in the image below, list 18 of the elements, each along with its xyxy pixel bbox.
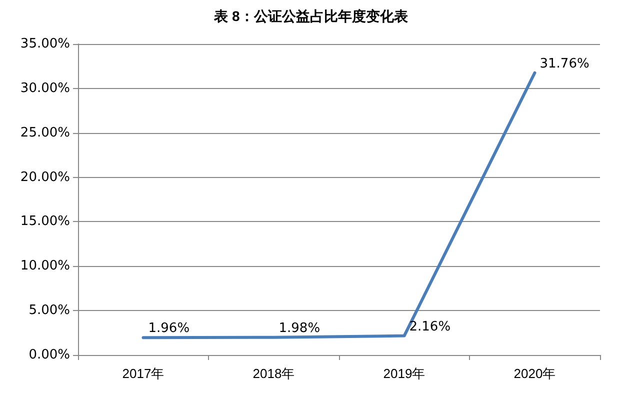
y-tick-label: 10.00% <box>20 258 70 274</box>
y-tick-label: 35.00% <box>20 36 70 52</box>
y-tick-label: 25.00% <box>20 125 70 140</box>
line-series <box>142 71 536 340</box>
x-tick-label: 2020年 <box>514 366 556 381</box>
data-label: 1.96% <box>148 321 190 336</box>
y-tick-label: 20.00% <box>20 170 70 185</box>
y-tick-label: 30.00% <box>20 80 70 96</box>
x-tick-label: 2018年 <box>252 366 295 381</box>
x-tick-label: 2017年 <box>122 366 164 381</box>
chart-title: 表 8：公证公益占比年度变化表 <box>213 8 409 24</box>
y-tick-label: 0.00% <box>28 348 70 362</box>
y-tick-label: 15.00% <box>20 214 70 230</box>
x-tick-label: 2019年 <box>383 366 426 381</box>
y-tick-label: 5.00% <box>28 303 70 318</box>
data-label: 2.16% <box>409 319 451 334</box>
data-label: 31.76% <box>540 56 590 72</box>
data-label: 1.98% <box>278 320 320 336</box>
